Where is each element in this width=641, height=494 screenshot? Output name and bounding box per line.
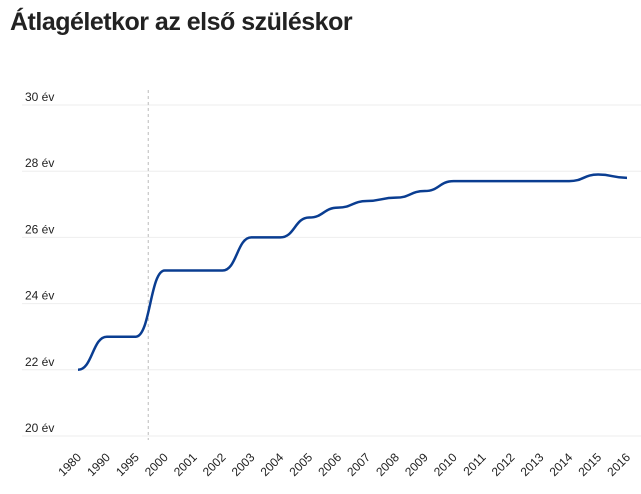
x-tick-label: 2011 [460, 450, 488, 478]
x-tick-label: 2015 [575, 450, 604, 479]
x-tick-label: 2003 [229, 450, 258, 479]
x-tick-label: 2009 [402, 450, 431, 479]
x-tick-label: 1990 [84, 450, 113, 479]
x-tick-label: 2004 [258, 450, 287, 479]
x-tick-label: 2013 [518, 450, 547, 479]
x-tick-label: 1995 [113, 450, 142, 479]
x-tick-label: 2002 [200, 450, 229, 479]
x-tick-label: 2016 [604, 450, 633, 479]
y-tick-label: 26 év [25, 222, 54, 236]
x-tick-label: 1980 [55, 450, 84, 479]
y-tick-label: 24 év [25, 289, 54, 303]
x-tick-label: 2001 [171, 450, 200, 479]
y-tick-label: 30 év [25, 90, 54, 104]
x-tick-label: 2014 [547, 450, 576, 479]
y-tick-label: 20 év [25, 421, 54, 435]
x-tick-label: 2007 [344, 450, 373, 479]
x-tick-label: 2006 [315, 450, 344, 479]
line [77, 173, 628, 372]
chart-title: Átlagéletkor az első szüléskor [10, 7, 353, 36]
y-tick-label: 22 év [25, 355, 54, 369]
y-tick-label: 28 év [25, 156, 54, 170]
x-tick-label: 2010 [431, 450, 460, 479]
x-tick-label: 2012 [489, 450, 518, 479]
x-tick-label: 2005 [286, 450, 315, 479]
x-tick-label: 2000 [142, 450, 171, 479]
x-tick-label: 2008 [373, 450, 402, 479]
